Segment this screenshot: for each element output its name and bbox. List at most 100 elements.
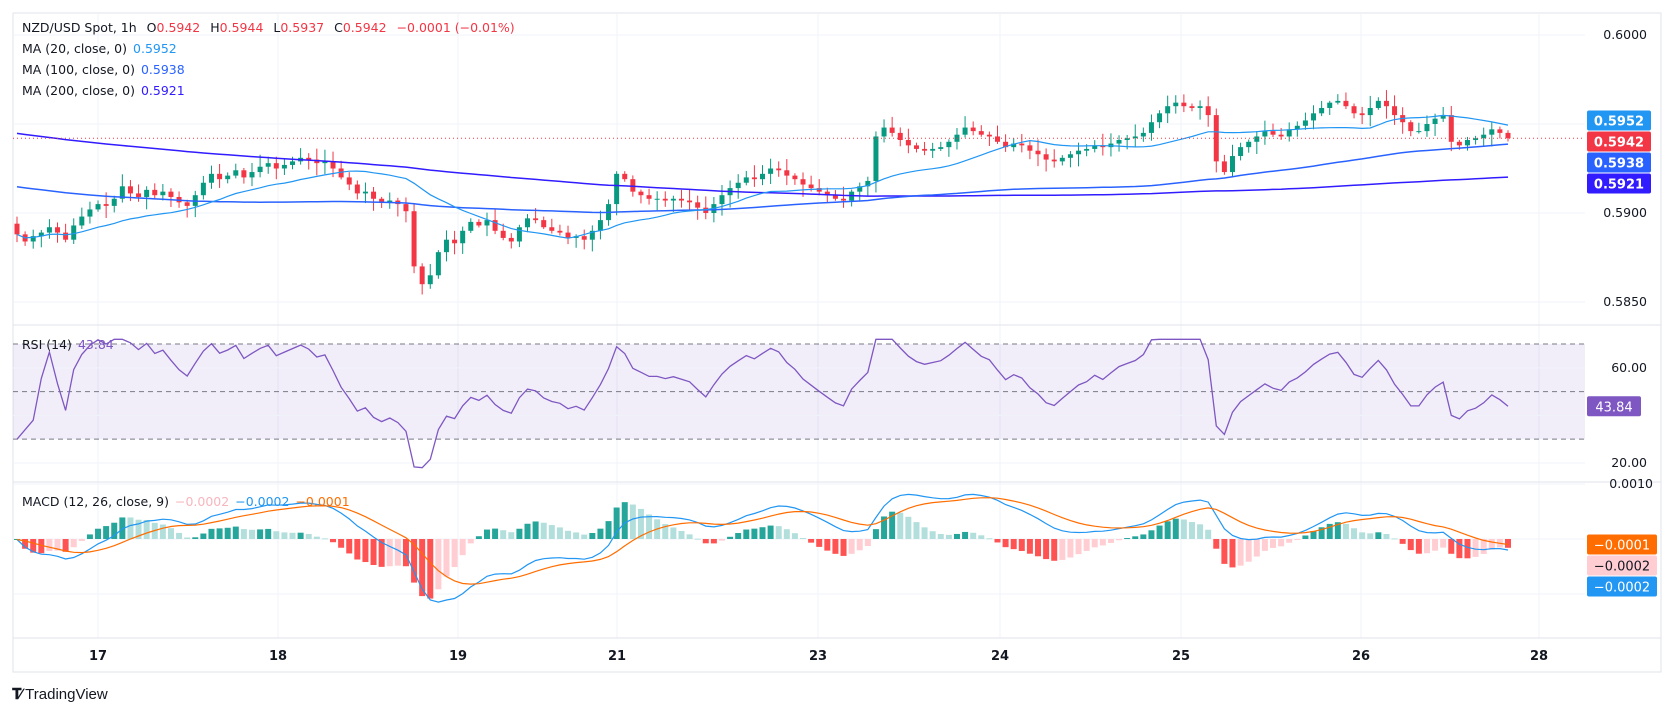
macd-histogram-bar [1415,539,1422,554]
candle-body [1473,138,1479,141]
candle-body [913,145,919,149]
ma100-legend[interactable]: MA (100, close, 0) 0.5938 [22,62,191,78]
macd-histogram-bar [621,502,628,539]
candle-body [160,191,166,196]
candle-body [897,132,903,141]
chart-frame [12,12,1662,673]
macd-histogram-bar [1124,538,1131,540]
macd-histogram-bar [573,532,580,539]
macd-signal-line [16,497,1509,585]
candle-body [1343,100,1349,107]
candle-body [484,220,490,226]
candle-body [1489,129,1495,135]
macd-histogram-bar [662,524,669,539]
macd-histogram-bar [953,533,960,539]
macd-histogram-bar [419,539,426,597]
macd-histogram-bar [1035,539,1042,557]
macd-histogram-bar [78,539,85,541]
macd-histogram-bar [1156,525,1163,539]
candle-body [1229,156,1235,173]
macd-histogram-bar [443,539,450,577]
time-axis-tick: 19 [449,649,467,664]
candle-body [873,136,879,181]
macd-histogram-bar [411,539,418,583]
candle-body [857,186,863,192]
macd-histogram-bar [1391,538,1398,540]
macd-histogram-bar [1148,530,1155,539]
macd-histogram-bar [313,536,320,539]
price-axis-tick: 0.5850 [1603,294,1647,309]
candle-body [1197,106,1203,108]
candle-body [330,161,336,169]
macd-histogram-bar [451,539,458,568]
macd-histogram-bar [176,532,183,539]
macd-badge-label: −0.0001 [1594,539,1650,554]
price-axis-tick: 0.5900 [1603,205,1647,220]
candle-body [768,168,774,174]
macd-histogram-bar [1310,531,1317,539]
candle-body [1059,157,1065,162]
candle-body [1165,106,1171,114]
tradingview-logo[interactable]: 𝐓∕ TradingView [12,686,108,703]
candle-body [565,232,571,238]
candle-body [1189,106,1195,108]
macd-histogram-bar [800,538,807,540]
candle-body [719,195,725,205]
macd-legend-signal: −0.0001 [295,494,350,509]
macd-histogram-bar [143,519,150,539]
price-badge-label: 0.5921 [1594,177,1644,192]
macd-histogram-bar [735,533,742,539]
macd-legend[interactable]: MACD (12, 26, close, 9) −0.0002 −0.0002 −0.… [22,494,356,510]
time-axis-tick: 21 [608,649,626,664]
candle-body [1181,102,1187,107]
candle-body [257,166,263,173]
time-axis-tick: 18 [269,649,287,664]
macd-histogram-bar [1270,539,1277,548]
macd-histogram-bar [694,538,701,540]
macd-histogram-bar [1010,539,1017,550]
macd-histogram-bar [1432,539,1439,551]
macd-histogram-bar [370,539,377,565]
candle-body [306,157,312,160]
candle-body [970,127,976,132]
macd-histogram-bar [111,522,118,539]
ohlc-close: C0.5942 [334,20,387,35]
macd-histogram-bar [54,539,61,551]
ma200-legend[interactable]: MA (200, close, 0) 0.5921 [22,83,191,99]
macd-histogram-bar [532,521,539,539]
candle-body [111,198,117,206]
candle-body [127,186,133,194]
candle-body [1116,140,1122,144]
macd-histogram-bar [565,530,572,539]
macd-histogram-bar [119,517,126,539]
candle-body [1375,100,1381,108]
macd-histogram-bar [1075,539,1082,555]
candle-body [1424,124,1430,132]
rsi-legend[interactable]: RSI (14) 43.84 [22,337,120,353]
macd-histogram-bar [670,527,677,539]
candle-body [152,189,158,196]
candle-body [322,161,328,164]
macd-histogram-bar [1488,539,1495,550]
candle-body [695,202,701,208]
macd-histogram-bar [986,538,993,540]
candle-body [760,173,765,180]
macd-histogram-bar [1334,522,1341,539]
macd-histogram-bar [330,539,337,543]
ma20-line [16,114,1509,239]
candle-body [225,175,231,180]
candle-body [751,177,757,180]
candle-body [1157,113,1163,123]
macd-histogram-bar [1197,524,1204,539]
candle-body [646,195,652,199]
macd-histogram-bar [459,539,466,556]
candle-body [1035,150,1041,155]
ma20-legend[interactable]: MA (20, close, 0) 0.5952 [22,41,183,57]
ma20-legend-label: MA (20, close, 0) [22,41,128,56]
macd-histogram-bar [808,539,815,543]
macd-histogram-bar [1480,539,1487,554]
candle-body [492,220,498,231]
macd-histogram-bar [978,535,985,539]
macd-histogram-bar [362,539,369,563]
